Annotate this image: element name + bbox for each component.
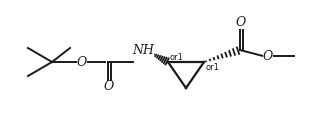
Text: or1: or1 [205, 63, 219, 72]
Text: NH: NH [132, 44, 154, 57]
Text: O: O [104, 80, 114, 93]
Text: or1: or1 [170, 53, 184, 61]
Text: O: O [263, 49, 273, 63]
Text: O: O [77, 55, 87, 69]
Text: O: O [236, 15, 246, 29]
